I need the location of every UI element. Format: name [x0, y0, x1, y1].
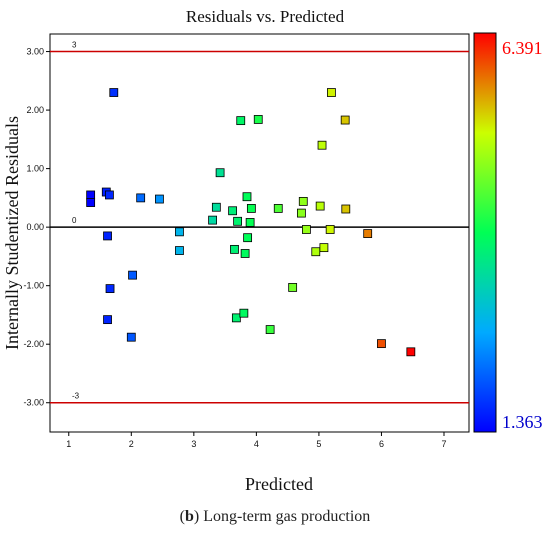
y-axis-label: Internally Studentized Residuals [2, 116, 22, 350]
data-point [340, 115, 350, 125]
x-tick-label: 7 [441, 439, 446, 449]
data-point [175, 227, 184, 237]
data-point [105, 284, 115, 294]
data-point [240, 249, 250, 258]
data-point [246, 204, 256, 213]
limit-line-label: 3 [72, 41, 77, 50]
figure-caption: (b) Long-term gas production [179, 508, 371, 525]
data-point [105, 190, 114, 200]
data-point [109, 88, 119, 97]
data-point [136, 193, 146, 203]
x-tick-label: 1 [66, 439, 71, 449]
y-tick-label: -3.00 [23, 398, 44, 408]
data-point [103, 315, 112, 325]
residuals-chart: Residuals vs. Predicted 3.00 2.00 1.00 0.00… [2, 7, 543, 494]
data-point [243, 233, 253, 243]
data-point [126, 332, 136, 342]
data-point [103, 231, 112, 241]
data-point [128, 270, 137, 280]
x-axis-label: Predicted [245, 474, 313, 494]
data-point [341, 204, 351, 214]
data-point [265, 325, 275, 334]
data-point [231, 313, 241, 323]
data-point [175, 246, 184, 255]
y-tick-label: 0.00 [26, 222, 44, 232]
data-point [215, 168, 225, 178]
data-point [239, 308, 249, 318]
data-point [319, 243, 329, 253]
y-tick-label: -1.00 [23, 281, 44, 291]
data-point [242, 192, 252, 202]
data-point [155, 194, 164, 204]
data-point [302, 225, 311, 234]
data-point [236, 116, 246, 126]
zero-line-label: 0 [72, 216, 77, 225]
data-point [315, 201, 325, 211]
colorbar-min-label: 1.363 [502, 412, 543, 432]
data-point [325, 225, 335, 234]
data-point [327, 88, 336, 97]
data-point [233, 216, 243, 226]
x-tick-label: 4 [254, 439, 259, 449]
y-tick-label: -2.00 [23, 339, 44, 349]
x-tick-label: 3 [191, 439, 196, 449]
data-point [86, 190, 96, 200]
data-point [253, 115, 263, 124]
x-tick-label: 6 [379, 439, 384, 449]
data-point [311, 247, 321, 257]
limit-line-label: -3 [72, 392, 80, 401]
data-point [86, 198, 96, 207]
colorbar [473, 32, 497, 433]
y-tick-label: 1.00 [26, 164, 44, 174]
y-tick-label: 3.00 [26, 47, 44, 57]
x-tick-label: 2 [129, 439, 134, 449]
data-point [317, 140, 327, 150]
data-point [273, 204, 283, 213]
data-point [363, 229, 373, 238]
chart-title: Residuals vs. Predicted [186, 7, 345, 26]
data-point [211, 202, 221, 212]
data-point [228, 206, 238, 216]
colorbar-max-label: 6.391 [502, 38, 543, 58]
data-point [298, 196, 308, 206]
plot-frame [49, 33, 470, 433]
data-point [208, 215, 217, 225]
data-point [245, 218, 255, 227]
data-point [296, 208, 306, 218]
x-tick-label: 5 [316, 439, 321, 449]
data-point [288, 283, 298, 292]
data-point [377, 339, 386, 349]
data-point [230, 244, 239, 254]
y-tick-label: 2.00 [26, 105, 44, 115]
data-point [406, 347, 416, 357]
